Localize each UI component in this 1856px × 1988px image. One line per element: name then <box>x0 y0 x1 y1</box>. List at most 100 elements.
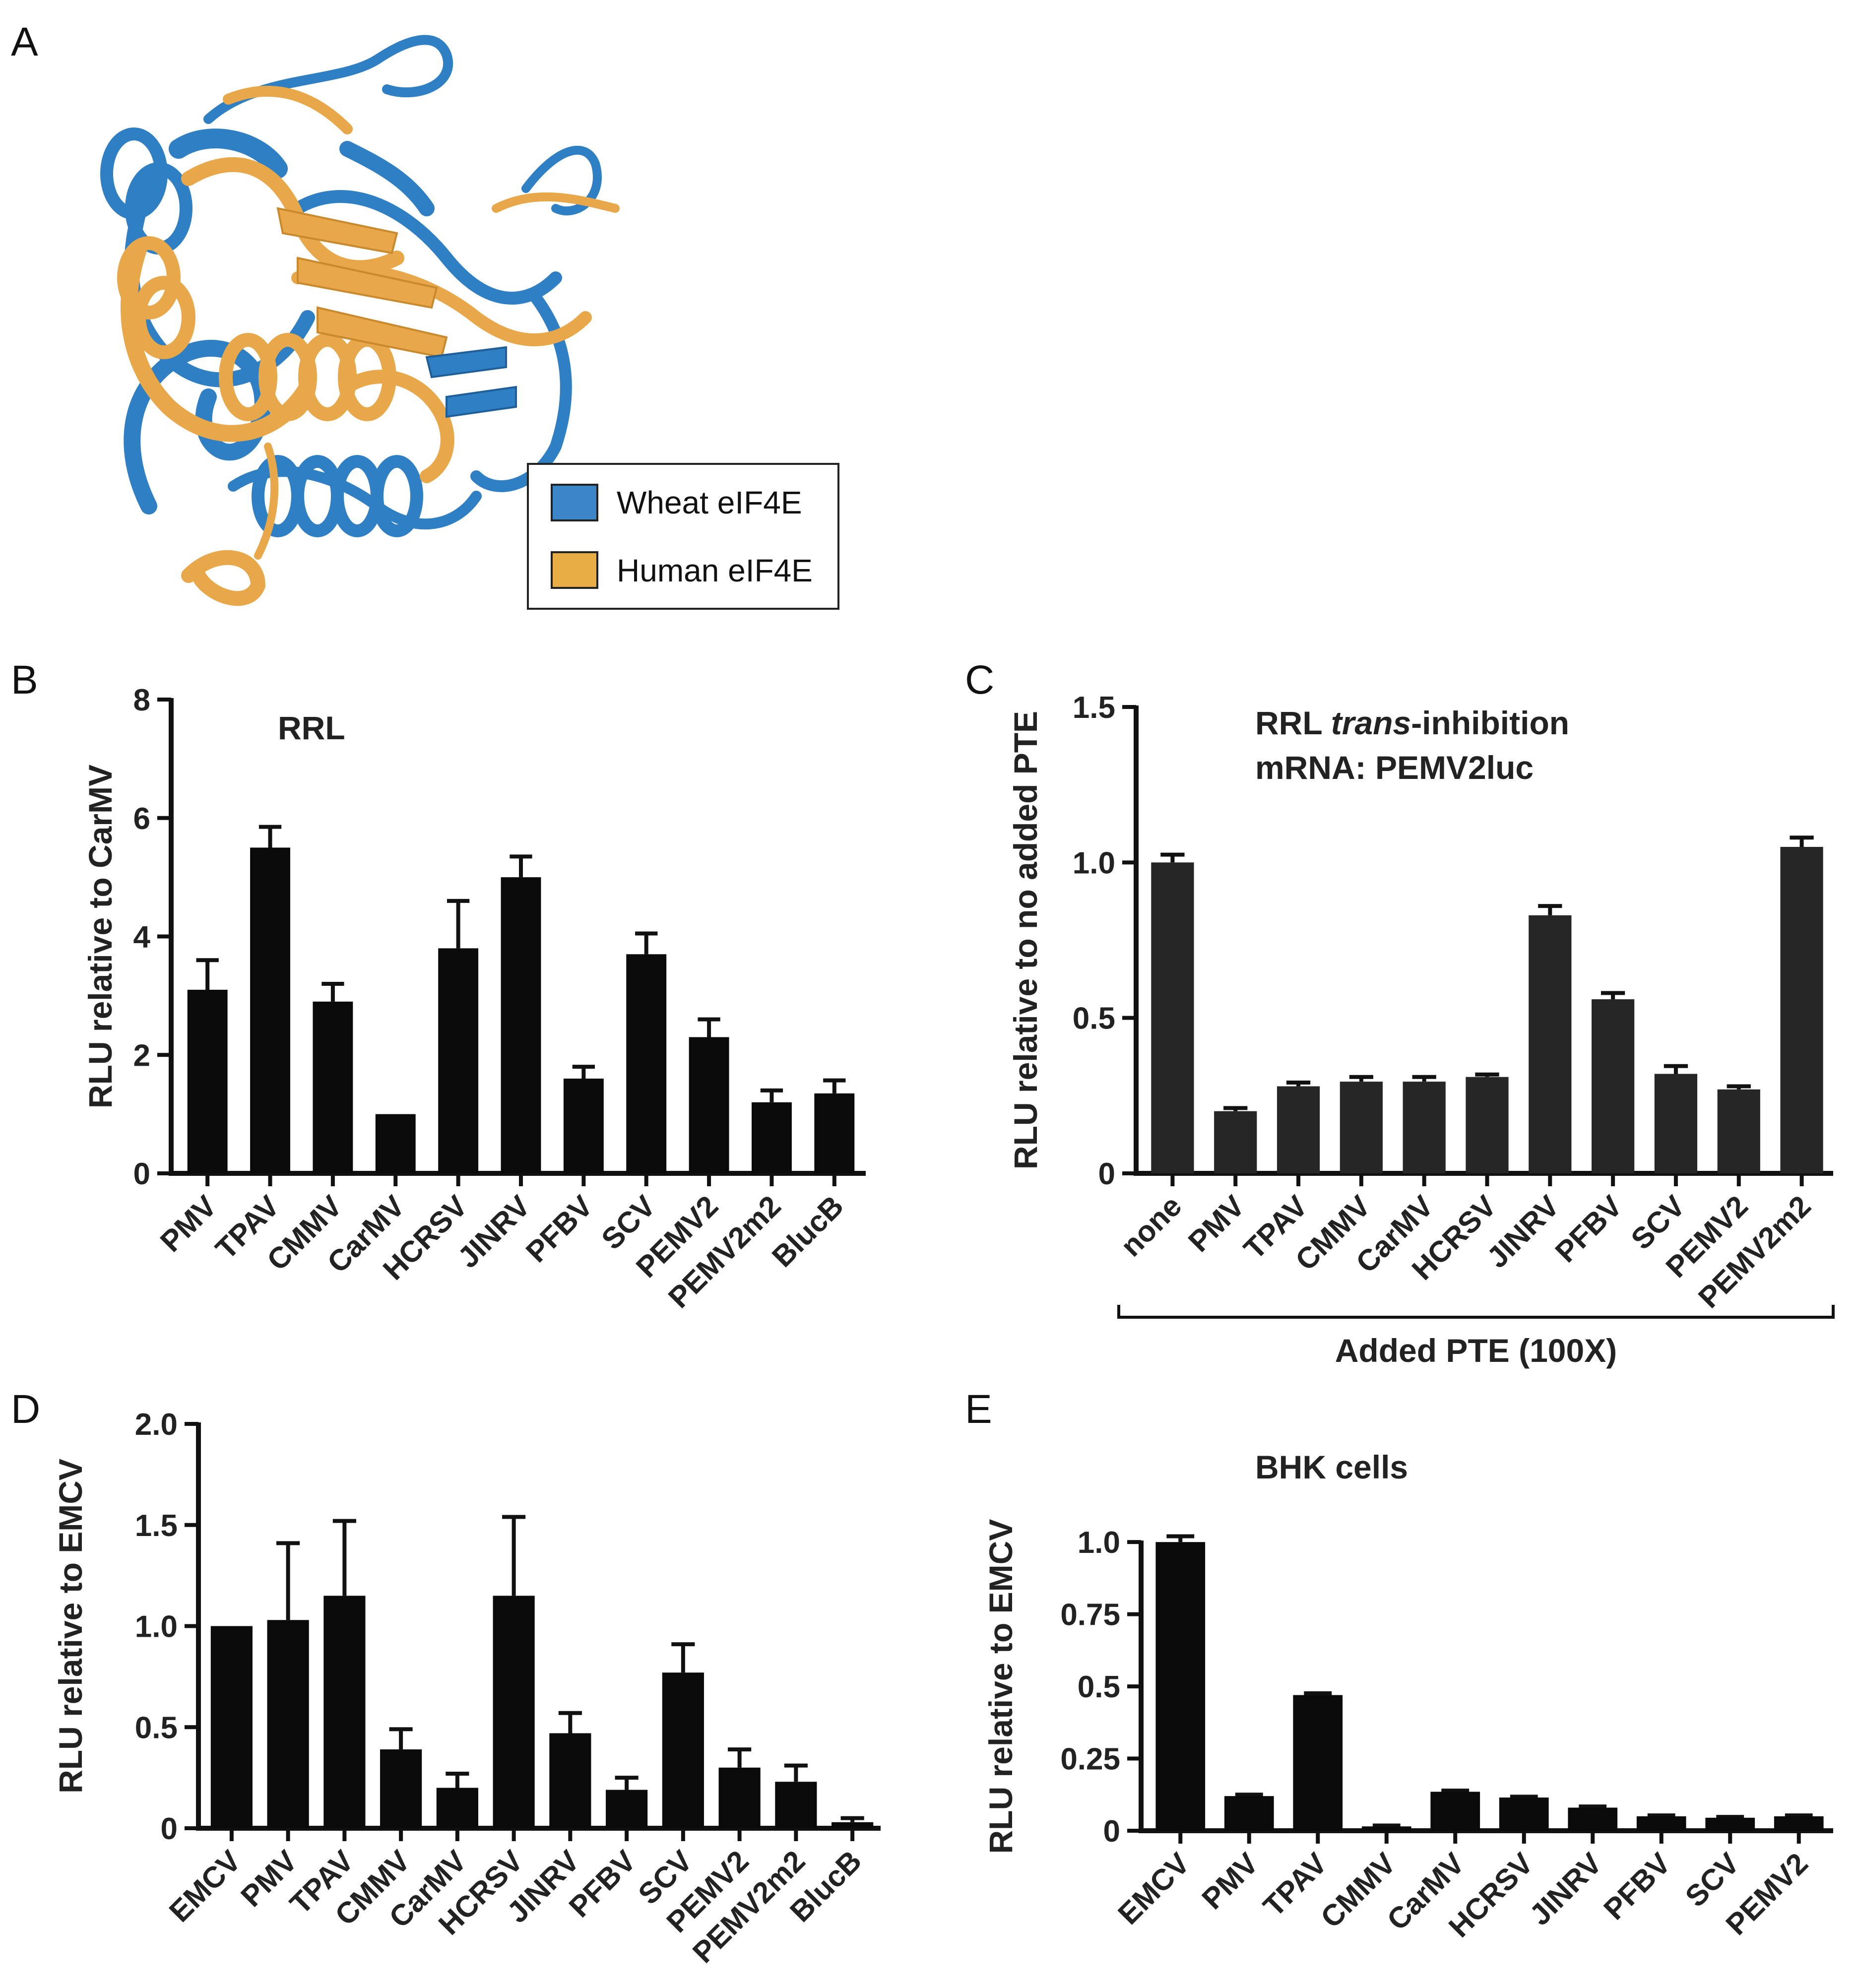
bar-tpav <box>1293 1695 1343 1831</box>
bar-pemv2m2 <box>752 1102 792 1173</box>
bar-cmmv <box>1340 1082 1383 1173</box>
x-tick-label: JINRV <box>1523 1847 1608 1932</box>
bar-jinrv <box>1529 915 1572 1173</box>
bar-carmv <box>1403 1082 1446 1173</box>
bar-cmmv <box>313 1001 353 1173</box>
y-tick-label: 1.0 <box>1078 1526 1120 1560</box>
legend-label-human: Human eIF4E <box>617 553 813 588</box>
y-tick-label: 2 <box>133 1038 150 1073</box>
y-tick-label: 1.5 <box>135 1509 178 1543</box>
y-tick-label: 0 <box>1103 1814 1120 1849</box>
bar-tpav <box>1277 1086 1320 1173</box>
bar-emcv <box>210 1626 253 1828</box>
bar-hcrsv <box>1499 1797 1549 1831</box>
x-tick-label: EMCV <box>163 1844 247 1928</box>
y-tick-label: 1.0 <box>1073 846 1115 880</box>
bar-scv <box>626 954 667 1173</box>
bar-cmmv <box>380 1749 422 1828</box>
x-tick-label: JINRV <box>451 1189 537 1275</box>
x-tick-label: EMCV <box>1111 1847 1196 1931</box>
bar-pfbv <box>606 1790 648 1828</box>
legend-label-wheat: Wheat eIF4E <box>617 485 802 520</box>
chart-c: 0 0.5 1.0 1.5 RLU relative to no added PTE no… <box>1007 691 1835 1369</box>
bar-pmv <box>1224 1796 1274 1831</box>
bar-jinrv <box>1568 1807 1618 1831</box>
bar-pfbv <box>563 1079 604 1173</box>
x-tick-label: PFBV <box>519 1189 599 1269</box>
bar-blucb <box>832 1822 874 1828</box>
x-axis-title: Added PTE (100X) <box>1335 1332 1617 1369</box>
y-tick-label: 0 <box>161 1812 178 1846</box>
bar-jinrv <box>549 1733 591 1828</box>
y-tick-label: 6 <box>133 802 150 836</box>
bar-hcrsv <box>1466 1077 1509 1173</box>
x-group-bracket <box>1117 1305 1835 1319</box>
y-tick-label: 8 <box>133 683 150 717</box>
x-tick-label: PMV <box>1182 1189 1251 1258</box>
chart-title-part: RRL <box>1255 705 1331 741</box>
bar-pemv2 <box>1717 1089 1760 1173</box>
x-tick-label: BlucB <box>766 1189 850 1274</box>
chart-title-part: trans <box>1331 705 1411 741</box>
bar-emcv <box>1155 1542 1206 1831</box>
y-tick-label: 4 <box>133 920 151 955</box>
x-tick-label: none <box>1114 1189 1188 1263</box>
legend-swatch-wheat <box>551 484 598 521</box>
x-tick-label: PMV <box>1196 1847 1265 1916</box>
panel-label-d: D <box>11 1387 40 1432</box>
bar-pfbv <box>1636 1816 1686 1831</box>
legend-swatch-human <box>551 551 598 589</box>
y-tick-label: 0.5 <box>1078 1670 1120 1704</box>
panel-label-b: B <box>11 657 38 703</box>
bar-pmv <box>1214 1111 1257 1173</box>
x-tick-label: PFBV <box>563 1844 642 1924</box>
chart-subtitle: mRNA: PEMV2luc <box>1255 749 1534 786</box>
x-tick-label: PFBV <box>1597 1847 1677 1926</box>
y-tick-label: 0.25 <box>1060 1742 1120 1777</box>
bar-pmv <box>267 1620 309 1828</box>
y-axis-title: RLU relative to EMCV <box>52 1459 89 1794</box>
bar-carmv <box>1430 1792 1480 1831</box>
y-axis-title: RLU relative to EMCV <box>982 1519 1019 1854</box>
bar-tpav <box>323 1596 366 1828</box>
y-tick-label: 1.5 <box>1073 691 1115 725</box>
chart-title-part: -inhibition <box>1411 705 1569 741</box>
bar-pemv2 <box>1774 1816 1824 1831</box>
panel-label-c: C <box>965 657 994 703</box>
y-tick-label: 0.5 <box>135 1711 178 1745</box>
bar-blucb <box>814 1093 855 1173</box>
bar-pmv <box>187 989 228 1173</box>
bar-jinrv <box>501 877 541 1173</box>
bar-hcrsv <box>493 1596 535 1828</box>
bar-pemv2m2 <box>1780 847 1823 1173</box>
chart-title: BHK cells <box>1255 1449 1408 1485</box>
bar-scv <box>1705 1817 1755 1831</box>
bar-carmv <box>375 1114 416 1173</box>
y-tick-label: 0 <box>1098 1157 1115 1191</box>
bar-scv <box>1654 1074 1698 1173</box>
panel-label-a: A <box>11 19 38 64</box>
x-tick-label: JINRV <box>1480 1189 1566 1275</box>
x-tick-label: PFBV <box>1549 1189 1629 1269</box>
bar-cmmv <box>1361 1826 1411 1831</box>
legend: Wheat eIF4E Human eIF4E <box>527 463 839 610</box>
y-tick-label: 0 <box>133 1157 150 1191</box>
bar-carmv <box>436 1788 478 1828</box>
y-axis-title: RLU relative to no added PTE <box>1007 711 1044 1169</box>
bar-none <box>1151 862 1194 1173</box>
bar-pfbv <box>1592 999 1635 1173</box>
bar-scv <box>662 1672 704 1828</box>
bar-hcrsv <box>438 948 479 1173</box>
x-tick-label: PMV <box>154 1189 223 1258</box>
chart-title: RRL <box>278 709 345 746</box>
y-axis-title: RLU relative to CarMV <box>82 765 119 1108</box>
protein-structure-illustration <box>100 35 620 606</box>
panel-label-e: E <box>965 1387 992 1432</box>
y-tick-label: 1.0 <box>135 1610 178 1644</box>
y-tick-label: 2.0 <box>135 1408 178 1442</box>
y-tick-label: 0.5 <box>1073 1002 1115 1036</box>
